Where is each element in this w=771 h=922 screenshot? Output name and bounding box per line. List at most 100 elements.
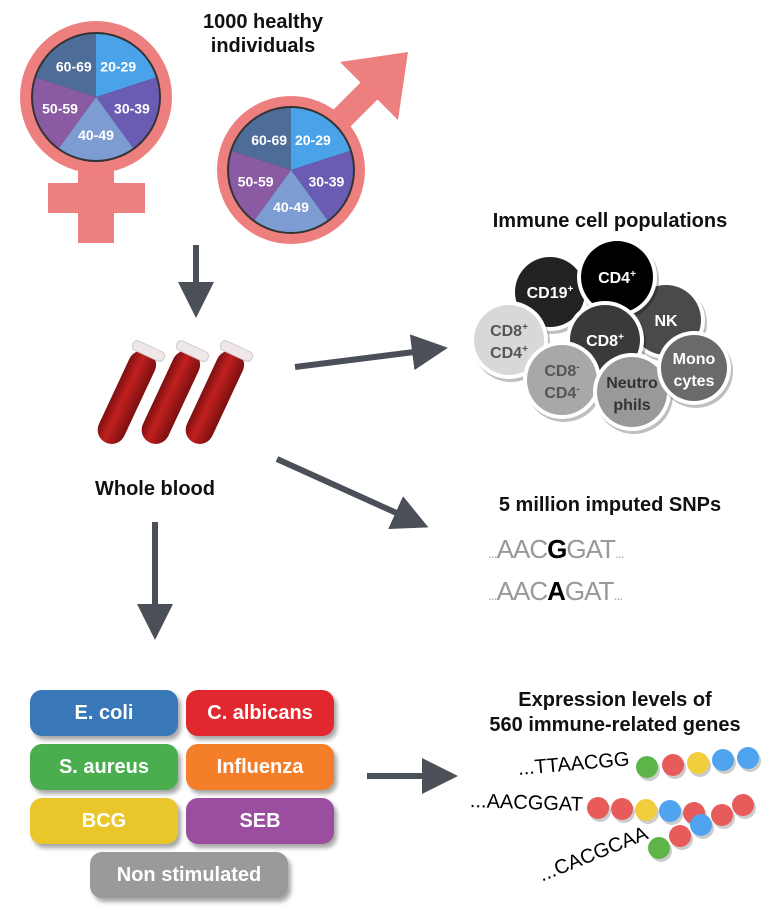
population-title-line-1: 1000 healthy — [202, 11, 324, 33]
expression-bead — [587, 797, 609, 819]
cell-label-sup: + — [568, 284, 574, 295]
cell-label-sup: + — [630, 269, 636, 280]
cell-label-sup: - — [576, 362, 579, 373]
pie-label: 60-69 — [56, 58, 92, 74]
male-symbol-icon: 20-29 30-39 40-49 50-59 60-69 — [217, 52, 408, 244]
cell-body — [474, 305, 544, 375]
stimulus-seb: SEB — [186, 798, 334, 844]
snp-sequence-1: ...AACGGAT... — [488, 534, 625, 565]
pie-label: 30-39 — [308, 173, 344, 189]
snp-flank: GAT — [564, 576, 615, 606]
expression-bead — [611, 798, 633, 820]
pie-label: 20-29 — [100, 58, 136, 74]
pie-slice-20-29 — [291, 108, 350, 170]
tube-rim — [175, 340, 210, 362]
snp-flank: AAC — [496, 534, 548, 564]
snp-base: G — [547, 534, 567, 564]
cell-label-sup: + — [618, 332, 624, 343]
cell-label: phils — [613, 397, 650, 414]
cell-label: Neutro — [606, 375, 658, 392]
pie-slice-40-49 — [58, 97, 134, 160]
expression-bead — [711, 804, 733, 826]
ellipsis: ... — [488, 545, 498, 561]
blood-label: Whole blood — [95, 478, 215, 500]
cell-label: CD8+ — [490, 322, 528, 340]
population-title: 1000 healthy individuals — [168, 10, 358, 58]
pie-label: 50-59 — [42, 101, 78, 117]
cell-label: CD8+ — [586, 332, 624, 350]
pie-label: 40-49 — [78, 127, 114, 143]
arrow-to-cells — [294, 334, 448, 371]
stimulus-influenza: Influenza — [186, 744, 334, 790]
cell-label: cytes — [674, 373, 715, 390]
cell-label: CD4+ — [490, 344, 528, 362]
cell-label-sup: + — [522, 322, 528, 333]
arrow-to-snps — [275, 456, 429, 529]
cell-cd4+: CD4+ — [577, 237, 659, 320]
cell-label-sup: - — [576, 384, 579, 395]
cell-label: CD19+ — [527, 284, 574, 302]
cell-label-sup: + — [522, 344, 528, 355]
cell-label: CD4- — [544, 384, 579, 402]
population-title-line-2: individuals — [210, 35, 316, 57]
age-pie-male: 20-29 30-39 40-49 50-59 60-69 — [227, 106, 355, 234]
ellipsis: ... — [613, 587, 623, 603]
snp-flank: GAT — [566, 534, 616, 564]
cell-cd8+cd4: CD8+ CD4+ — [470, 301, 550, 382]
snp-flank: AAC — [496, 576, 548, 606]
pie-slice-30-39 — [96, 77, 159, 148]
cell-body — [661, 335, 727, 401]
pie-slice-40-49 — [254, 170, 328, 233]
cell-cluster: CD19+ NK CD4+ CD8+ CD4+ CD8+ CD8- CD4- Neutro phi… — [470, 237, 733, 434]
expression-title: Expression levels of 560 immune-related g… — [460, 688, 770, 738]
gene-beads — [587, 747, 761, 862]
expression-bead — [732, 794, 754, 816]
snps-title: 5 million imputed SNPs — [498, 494, 722, 516]
snp-base: A — [547, 576, 566, 606]
cell-cd8-cd4: CD8- CD4- — [523, 341, 603, 422]
cell-label: CD8- — [544, 362, 579, 380]
pie-slice-60-69 — [36, 34, 96, 97]
pie-slice-50-59 — [229, 150, 291, 221]
stimulus-s-aureus: S. aureus — [30, 744, 178, 790]
expression-bead — [712, 749, 734, 771]
expression-bead — [635, 799, 657, 821]
pie-label: 60-69 — [251, 132, 287, 148]
pie-label: 30-39 — [114, 101, 150, 117]
pie-slice-60-69 — [232, 108, 291, 170]
tube-body — [185, 350, 245, 444]
expression-bead — [687, 752, 709, 774]
expression-bead — [659, 800, 681, 822]
expression-title-line-1: Expression levels of — [518, 689, 712, 711]
cell-body — [597, 357, 667, 427]
snp-sequence-2: ...AACAGAT... — [488, 576, 623, 607]
pie-slice-30-39 — [291, 150, 353, 221]
stimulus-non-stimulated: Non stimulated — [90, 852, 288, 898]
expression-bead — [662, 754, 684, 776]
blood-tubes-icon — [97, 340, 254, 444]
pie-label: 40-49 — [273, 199, 309, 215]
cell-label: CD4+ — [598, 269, 636, 287]
cell-body — [581, 241, 653, 313]
stimulus-bcg: BCG — [30, 798, 178, 844]
pie-label: 20-29 — [295, 132, 331, 148]
ellipsis: ... — [488, 587, 498, 603]
cell-neutrophils: Neutro phils — [593, 353, 673, 434]
ellipsis: ... — [614, 545, 625, 561]
cells-title: Immune cell populations — [492, 210, 728, 232]
tube-rim — [131, 340, 166, 362]
expression-title-line-2: 560 immune-related genes — [489, 714, 741, 736]
pie-slice-50-59 — [33, 77, 96, 148]
tube-rim — [219, 340, 254, 362]
cell-monocytes: Mono cytes — [657, 331, 733, 408]
cell-label: NK — [654, 313, 678, 330]
expression-bead — [690, 814, 712, 836]
pie-label: 50-59 — [238, 173, 274, 189]
blood-tube — [141, 340, 210, 444]
stimulus-e-coli: E. coli — [30, 690, 178, 736]
expression-bead — [737, 747, 759, 769]
blood-tube — [97, 340, 166, 444]
